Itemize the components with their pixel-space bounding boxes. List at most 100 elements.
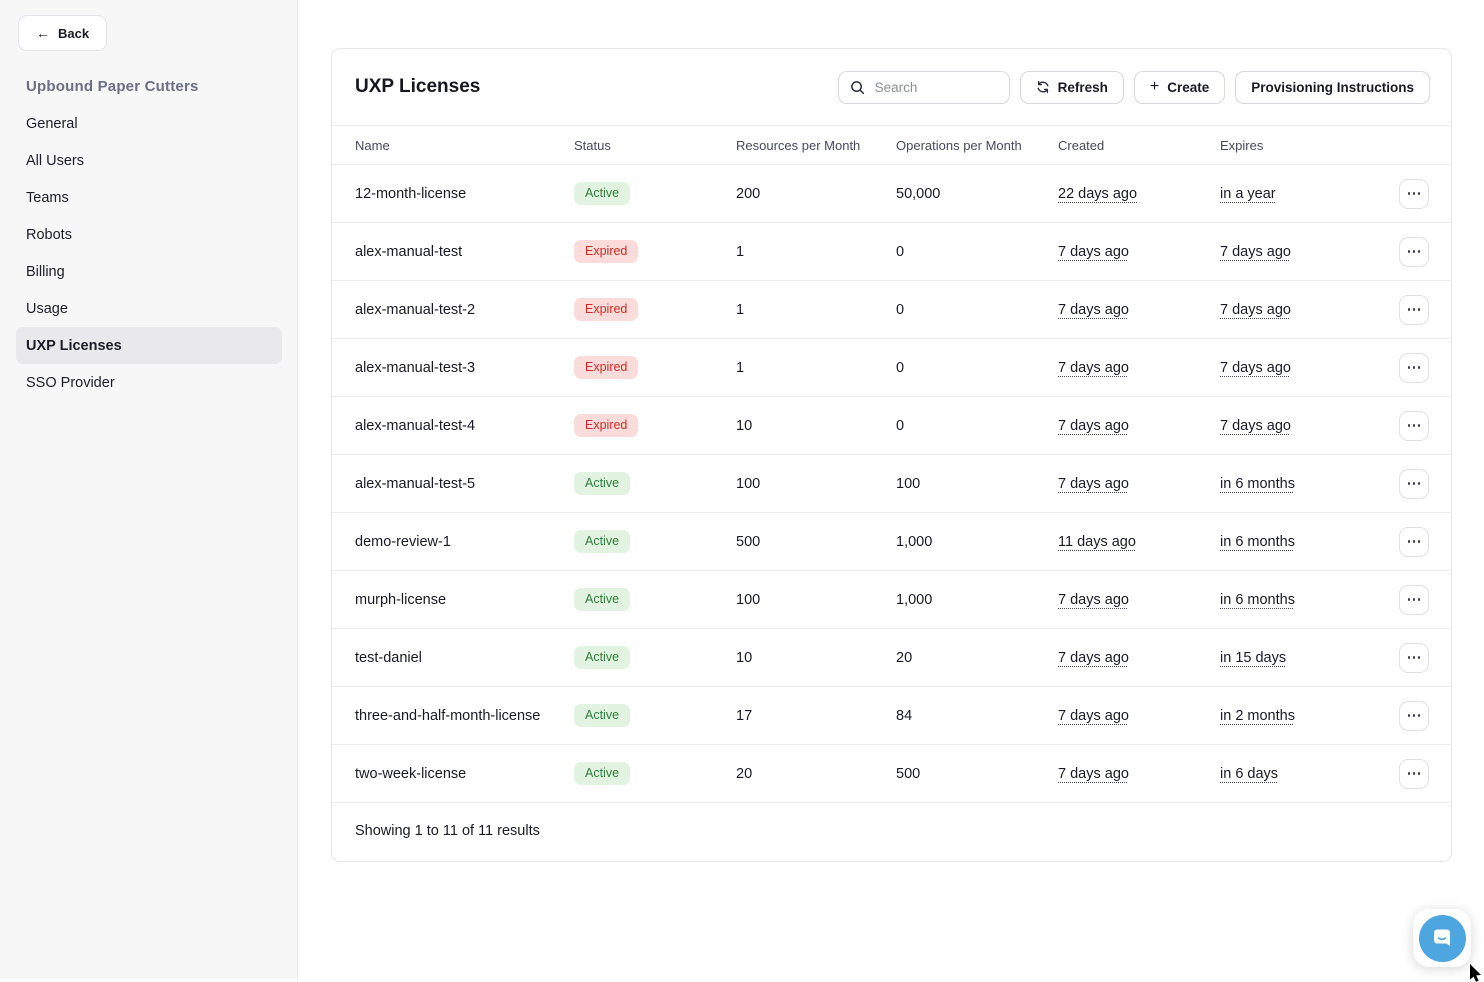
ellipsis-icon: [1407, 656, 1411, 659]
row-actions-menu-button[interactable]: [1399, 236, 1429, 267]
expires-date[interactable]: 7 days ago: [1220, 417, 1291, 434]
operations-per-month-value: 0: [896, 243, 905, 260]
license-name: alex-manual-test-2: [355, 301, 476, 318]
create-button-label: Create: [1167, 79, 1210, 95]
licenses-card: UXP Licenses Refresh + Cr: [331, 48, 1452, 862]
expires-date[interactable]: 7 days ago: [1220, 359, 1291, 376]
created-date[interactable]: 11 days ago: [1058, 533, 1136, 550]
ellipsis-icon: [1407, 192, 1411, 195]
status-badge: Expired: [574, 298, 639, 321]
created-date[interactable]: 22 days ago: [1058, 185, 1138, 202]
chat-launcher-circle: [1418, 914, 1466, 962]
provisioning-instructions-label: Provisioning Instructions: [1251, 79, 1414, 95]
expires-date[interactable]: in 2 months: [1220, 707, 1295, 724]
column-header-name: Name: [355, 137, 390, 153]
ellipsis-icon: [1407, 250, 1411, 253]
expires-date[interactable]: 7 days ago: [1220, 243, 1291, 260]
table-row: 12-month-license Active 200 50,000 22 da…: [332, 165, 1451, 223]
operations-per-month-value: 20: [896, 649, 913, 666]
sidebar-item-all-users[interactable]: All Users: [26, 152, 85, 169]
row-actions-menu-button[interactable]: [1399, 410, 1429, 441]
ellipsis-icon: [1407, 308, 1411, 311]
refresh-button-label: Refresh: [1057, 79, 1108, 95]
resources-per-month-value: 100: [736, 591, 761, 608]
expires-date[interactable]: in 6 months: [1220, 475, 1295, 492]
table-header-row: Name Status Resources per Month Operatio…: [332, 125, 1451, 165]
row-actions-menu-button[interactable]: [1399, 468, 1429, 499]
operations-per-month-value: 0: [896, 417, 905, 434]
table-row: demo-review-1 Active 500 1,000 11 days a…: [332, 513, 1451, 571]
row-actions-menu-button[interactable]: [1399, 352, 1429, 383]
table-row: murph-license Active 100 1,000 7 days ag…: [332, 571, 1451, 629]
column-header-expires: Expires: [1220, 137, 1264, 153]
expires-date[interactable]: in 15 days: [1220, 649, 1287, 666]
resources-per-month-value: 10: [736, 649, 753, 666]
license-name: demo-review-1: [355, 533, 451, 550]
expires-date[interactable]: 7 days ago: [1220, 301, 1291, 318]
resources-per-month-value: 1: [736, 301, 745, 318]
resources-per-month-value: 20: [736, 765, 753, 782]
ellipsis-icon: [1407, 598, 1411, 601]
license-name: alex-manual-test-3: [355, 359, 476, 376]
expires-date[interactable]: in 6 months: [1220, 533, 1295, 550]
created-date[interactable]: 7 days ago: [1058, 475, 1129, 492]
sidebar-item-teams[interactable]: Teams: [26, 189, 69, 206]
row-actions-menu-button[interactable]: [1399, 584, 1429, 615]
created-date[interactable]: 7 days ago: [1058, 301, 1129, 318]
chat-launcher-button[interactable]: [1413, 909, 1471, 967]
expires-date[interactable]: in a year: [1220, 185, 1276, 202]
refresh-button[interactable]: Refresh: [1019, 70, 1124, 104]
sidebar-item-general[interactable]: General: [26, 115, 78, 132]
back-arrow-icon: ←: [36, 25, 50, 41]
sidebar-item-robots[interactable]: Robots: [26, 226, 72, 243]
created-date[interactable]: 7 days ago: [1058, 417, 1129, 434]
created-date[interactable]: 7 days ago: [1058, 649, 1129, 666]
back-button-label: Back: [58, 25, 90, 41]
status-badge: Active: [574, 472, 631, 495]
row-actions-menu-button[interactable]: [1399, 642, 1429, 673]
license-name: murph-license: [355, 591, 447, 608]
search-box: [837, 70, 1010, 104]
created-date[interactable]: 7 days ago: [1058, 243, 1129, 260]
ellipsis-icon: [1407, 540, 1411, 543]
operations-per-month-value: 0: [896, 301, 905, 318]
sidebar-item-uxp-licenses[interactable]: UXP Licenses: [16, 327, 282, 364]
resources-per-month-value: 10: [736, 417, 753, 434]
column-header-operations: Operations per Month: [896, 137, 1022, 153]
ellipsis-icon: [1407, 772, 1411, 775]
resources-per-month-value: 100: [736, 475, 761, 492]
status-badge: Expired: [574, 240, 639, 263]
license-name: three-and-half-month-license: [355, 707, 541, 724]
row-actions-menu-button[interactable]: [1399, 526, 1429, 557]
table-row: alex-manual-test-2 Expired 1 0 7 days ag…: [332, 281, 1451, 339]
provisioning-instructions-button[interactable]: Provisioning Instructions: [1235, 70, 1430, 104]
sidebar: ← Back Upbound Paper Cutters General All …: [0, 0, 298, 979]
row-actions-menu-button[interactable]: [1399, 700, 1429, 731]
status-badge: Expired: [574, 414, 639, 437]
status-badge: Active: [574, 704, 631, 727]
expires-date[interactable]: in 6 months: [1220, 591, 1295, 608]
status-badge: Active: [574, 588, 631, 611]
table-row: two-week-license Active 20 500 7 days ag…: [332, 745, 1451, 803]
created-date[interactable]: 7 days ago: [1058, 591, 1129, 608]
back-button[interactable]: ← Back: [18, 15, 108, 51]
create-button[interactable]: + Create: [1133, 70, 1226, 104]
refresh-icon: [1037, 81, 1049, 93]
row-actions-menu-button[interactable]: [1399, 294, 1429, 325]
operations-per-month-value: 500: [896, 765, 921, 782]
created-date[interactable]: 7 days ago: [1058, 359, 1129, 376]
row-actions-menu-button[interactable]: [1399, 178, 1429, 209]
license-name: alex-manual-test-5: [355, 475, 476, 492]
column-header-created: Created: [1058, 137, 1105, 153]
operations-per-month-value: 1,000: [896, 591, 933, 608]
ellipsis-icon: [1407, 482, 1411, 485]
row-actions-menu-button[interactable]: [1399, 758, 1429, 789]
expires-date[interactable]: in 6 days: [1220, 765, 1279, 782]
search-input[interactable]: [872, 78, 998, 96]
created-date[interactable]: 7 days ago: [1058, 707, 1129, 724]
sidebar-item-billing[interactable]: Billing: [26, 263, 65, 280]
created-date[interactable]: 7 days ago: [1058, 765, 1129, 782]
sidebar-item-sso-provider[interactable]: SSO Provider: [26, 374, 115, 391]
sidebar-item-usage[interactable]: Usage: [26, 300, 68, 317]
chat-bubble-icon: [1434, 929, 1450, 947]
